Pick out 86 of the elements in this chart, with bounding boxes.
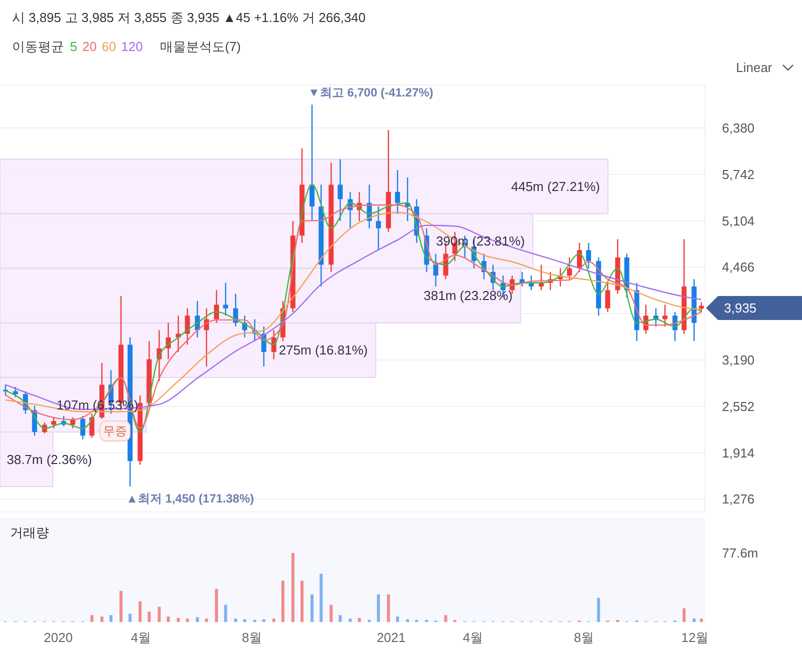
bar [376, 594, 380, 622]
bar [281, 580, 284, 622]
bar [109, 615, 112, 622]
chart-title: 매물분석도(7) [160, 39, 241, 54]
bar [119, 590, 122, 622]
bar [243, 619, 246, 622]
annotation: ▼최고 6,700 (-41.27%) [308, 86, 434, 100]
chart-title: 거래량 [10, 525, 49, 540]
y-tick-label: 5,104 [722, 213, 755, 228]
bar [300, 580, 304, 622]
bar [682, 608, 686, 622]
bar [204, 618, 208, 622]
candlestick [586, 242, 592, 269]
candlestick [51, 416, 56, 429]
bar [128, 614, 132, 622]
bar [262, 619, 266, 622]
bar [224, 604, 228, 622]
bar [196, 617, 199, 622]
text: 60 [102, 39, 116, 54]
bar [234, 618, 238, 622]
text: Linear [736, 60, 773, 75]
bar [158, 606, 161, 622]
bar [291, 553, 294, 622]
candlestick [12, 386, 18, 398]
candlestick [338, 158, 343, 222]
bar [100, 616, 104, 622]
bar [348, 618, 352, 622]
bar [166, 616, 170, 622]
bar [386, 594, 390, 622]
x-tick-label: 8월 [242, 630, 262, 645]
data-label: 38.7m (2.36%) [6, 452, 92, 467]
text: 20 [82, 39, 97, 54]
y-tick-label: 4,466 [722, 260, 755, 275]
bar [138, 601, 142, 622]
bar [186, 618, 189, 622]
bar [310, 594, 314, 622]
y-tick-label: 3,190 [722, 352, 755, 368]
y-tick-label: 5,742 [722, 166, 755, 182]
candlestick [520, 271, 525, 288]
candlestick [184, 308, 190, 346]
bar [338, 615, 342, 622]
candlestick [80, 415, 86, 440]
candlestick [310, 104, 315, 222]
y-tick-label: 1,914 [722, 445, 755, 460]
y-tick-label: 1,276 [722, 492, 755, 507]
candlestick [214, 290, 220, 324]
annotation: 무증 [103, 424, 127, 438]
data-label: 381m (23.28%) [424, 288, 513, 304]
bar [215, 588, 218, 622]
bar [444, 615, 448, 622]
text: 77.6m [722, 546, 758, 561]
text: 5 [70, 39, 78, 54]
candlestick [223, 282, 228, 316]
bar [272, 618, 276, 622]
y-tick-label: 6,380 [722, 120, 755, 136]
chart-subtitle: 시 3,895 고 3,985 저 3,855 종 3,935 ▲45 +1.16% 거 266,340 [12, 10, 366, 25]
candlestick [395, 170, 400, 214]
bar [396, 616, 400, 622]
candlestick [605, 282, 610, 313]
legend-title: 이동평균 [12, 39, 64, 54]
bar [176, 618, 180, 622]
bar [358, 618, 361, 622]
bar [700, 618, 703, 622]
bar [406, 619, 410, 622]
bar [692, 618, 696, 622]
bar [330, 604, 333, 622]
text: 3,935 [724, 300, 757, 316]
candlestick [433, 253, 438, 288]
candlestick [662, 304, 668, 328]
data-label: 445m (27.21%) [511, 179, 600, 194]
annotation: ▲최저 1,450 (171.38%) [126, 492, 254, 506]
x-tick-label: 4월 [462, 630, 484, 645]
x-tick-label: 2020 [44, 630, 73, 645]
candlestick [566, 256, 572, 280]
x-tick-label: 2021 [376, 630, 406, 645]
x-tick-label: 8월 [574, 630, 594, 645]
bar [597, 598, 600, 622]
text: 120 [121, 39, 143, 54]
bar [148, 612, 151, 622]
y-tick-label: 2,552 [722, 398, 755, 414]
data-label: 275m (16.81%) [278, 342, 368, 358]
x-tick-label: 12월 [681, 630, 709, 645]
bar [320, 574, 323, 622]
bar [90, 615, 94, 622]
x-tick-label: 4월 [130, 630, 152, 645]
candlestick [376, 206, 381, 251]
